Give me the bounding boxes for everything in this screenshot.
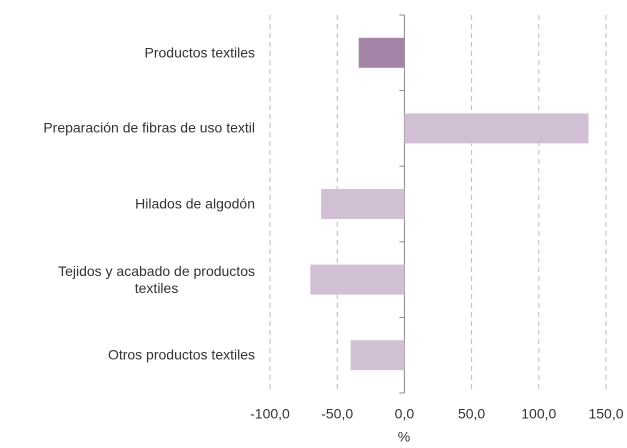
x-tick-label: -100,0 — [250, 406, 290, 422]
bar — [404, 113, 589, 144]
bar — [321, 189, 405, 219]
x-tick-label: -50,0 — [321, 406, 353, 422]
bar — [310, 264, 405, 295]
x-tick-label: 100,0 — [521, 406, 556, 422]
y-tick-label: Hilados de algodón — [135, 195, 255, 212]
x-tick-label: 0,0 — [395, 406, 415, 422]
x-axis-label: % — [398, 429, 410, 445]
y-tick-label: Tejidos y acabado de productos textiles — [58, 262, 255, 296]
y-tick-label: Productos textiles — [144, 44, 256, 61]
y-tick-label: Otros productos textiles — [107, 346, 255, 363]
x-tick-label: 150,0 — [588, 406, 623, 422]
bar — [350, 340, 405, 371]
y-tick-label: Preparación de fibras de uso textil — [43, 119, 255, 136]
x-tick-label: 50,0 — [458, 406, 485, 422]
bar — [358, 37, 405, 68]
